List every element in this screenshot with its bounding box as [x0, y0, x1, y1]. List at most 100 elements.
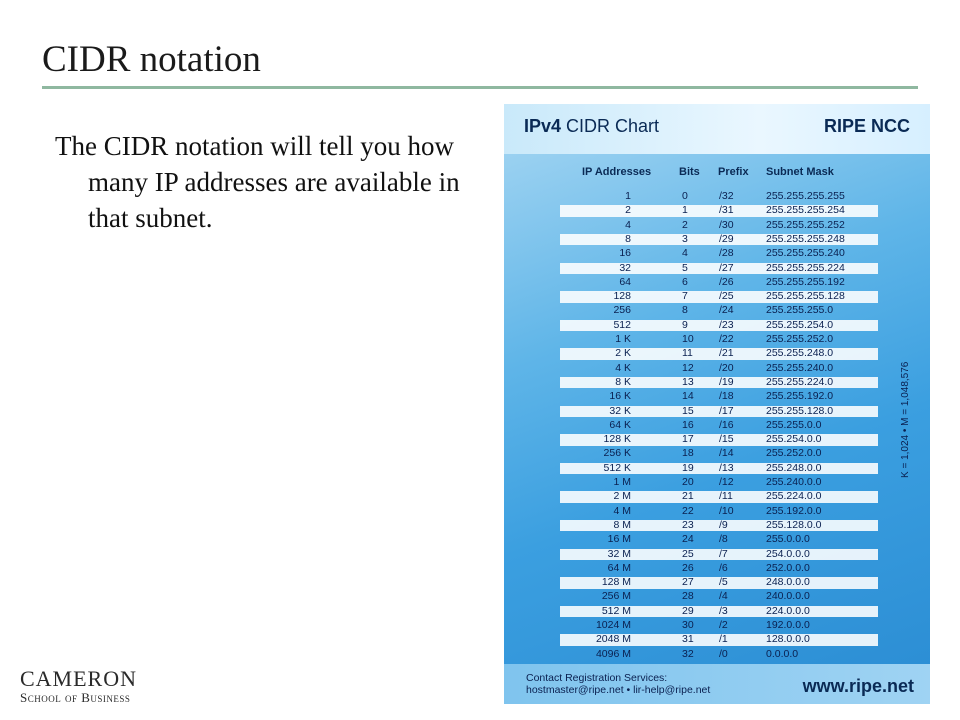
cell-bits: 13 — [682, 375, 694, 388]
cell-prefix: /8 — [719, 533, 728, 546]
table-row: 128 7/25 255.255.255.128 — [560, 290, 878, 303]
cell-prefix: /28 — [719, 247, 734, 260]
cell-subnet-mask: 192.0.0.0 — [766, 619, 810, 631]
ipv4-cidr-chart-image: IPv4 CIDR Chart RIPE NCC IP Addresses Bi… — [504, 104, 930, 704]
chart-org-name: RIPE NCC — [823, 116, 910, 136]
cell-subnet-mask: 252.0.0.0 — [766, 561, 810, 574]
cell-subnet-mask: 255.224.0.0 — [766, 490, 822, 503]
cell-bits: 12 — [682, 361, 694, 374]
table-row: 1 0/32 255.255.255.255 — [560, 190, 878, 203]
cell-ip-addresses: 256 K — [603, 447, 631, 460]
table-row: 128 M 27/5 248.0.0.0 — [560, 576, 878, 589]
cell-prefix: /9 — [719, 518, 728, 531]
cell-prefix: /29 — [719, 232, 734, 245]
table-row: 1 M 20/12 255.240.0.0 — [560, 476, 878, 489]
unit-note: K = 1,024 • M = 1,048,576 — [900, 361, 911, 478]
cell-bits: 27 — [682, 576, 694, 589]
table-row: 64 6/26 255.255.255.192 — [560, 275, 878, 289]
cell-subnet-mask: 255.255.224.0 — [766, 375, 834, 388]
cell-bits: 31 — [682, 633, 694, 646]
cell-bits: 21 — [682, 490, 694, 503]
cell-ip-addresses: 64 M — [607, 561, 631, 574]
cell-ip-addresses: 64 — [619, 275, 631, 288]
table-row: 4096 M 32/0 0.0.0.0 — [560, 647, 878, 661]
cell-bits: 20 — [682, 476, 694, 488]
cell-subnet-mask: 255.255.255.252 — [766, 218, 845, 231]
header-ip-addresses: IP Addresses — [582, 166, 652, 178]
cameron-logo: CAMERON School of Business — [20, 668, 137, 706]
slide-body-text: The CIDR notation will tell you how many… — [55, 131, 460, 233]
table-row: 4 K 12/20 255.255.240.0 — [560, 361, 878, 375]
table-row: 256 8/24 255.255.255.0 — [560, 304, 878, 317]
cell-bits: 5 — [682, 261, 688, 274]
cell-ip-addresses: 4 K — [615, 361, 631, 374]
cell-prefix: /23 — [719, 318, 734, 331]
cell-ip-addresses: 2 M — [613, 490, 631, 503]
cell-prefix: /22 — [719, 333, 734, 345]
cell-prefix: /0 — [719, 647, 728, 660]
cell-prefix: /2 — [719, 619, 728, 631]
table-row: 256 M 28/4 240.0.0.0 — [560, 590, 878, 603]
cell-ip-addresses: 256 M — [601, 590, 631, 603]
cell-ip-addresses: 2048 M — [595, 633, 631, 646]
cell-subnet-mask: 255.240.0.0 — [766, 476, 822, 488]
cell-ip-addresses: 16 M — [607, 533, 631, 546]
cell-ip-addresses: 8 — [625, 232, 631, 245]
cell-ip-addresses: 32 K — [609, 404, 631, 417]
cell-subnet-mask: 255.255.255.224 — [766, 261, 845, 274]
cell-subnet-mask: 248.0.0.0 — [766, 576, 810, 589]
cell-subnet-mask: 255.0.0.0 — [766, 533, 810, 546]
table-row: 8 M 23/9 255.128.0.0 — [560, 518, 878, 532]
cell-subnet-mask: 224.0.0.0 — [766, 604, 810, 617]
header-subnet-mask: Subnet Mask — [766, 166, 834, 178]
contact-emails: hostmaster@ripe.net • lir-help@ripe.net — [526, 684, 711, 696]
table-row: 8 3/29 255.255.255.248 — [560, 232, 878, 246]
cell-bits: 28 — [682, 590, 694, 603]
table-row: 32 K 15/17 255.255.128.0 — [560, 404, 878, 417]
table-row: 512 M 29/3 224.0.0.0 — [560, 604, 878, 618]
cell-prefix: /20 — [719, 361, 734, 374]
cell-prefix: /5 — [719, 576, 728, 589]
cell-ip-addresses: 1 — [625, 190, 631, 202]
cell-subnet-mask: 254.0.0.0 — [766, 547, 810, 560]
table-row: 2 K 11/21 255.255.248.0 — [560, 347, 878, 360]
cell-ip-addresses: 1024 M — [595, 619, 631, 631]
header-prefix: Prefix — [718, 166, 749, 178]
cell-prefix: /4 — [719, 590, 728, 603]
cell-bits: 15 — [682, 404, 694, 417]
cell-subnet-mask: 240.0.0.0 — [766, 590, 810, 603]
cell-prefix: /25 — [719, 290, 734, 303]
logo-name: CAMERON — [20, 666, 138, 691]
table-row: 2 1/31 255.255.255.254 — [560, 204, 878, 217]
cell-prefix: /7 — [719, 547, 728, 560]
table-row: 1024 M 30/2 192.0.0.0 — [560, 619, 878, 632]
cell-subnet-mask: 255.255.255.240 — [766, 247, 845, 260]
cell-prefix: /10 — [719, 504, 734, 517]
title-underline — [42, 86, 918, 89]
cell-subnet-mask: 255.255.255.192 — [766, 275, 845, 288]
table-row: 64 M 26/6 252.0.0.0 — [560, 561, 878, 575]
cell-subnet-mask: 255.192.0.0 — [766, 504, 822, 517]
table-row: 8 K 13/19 255.255.224.0 — [560, 375, 878, 389]
cell-bits: 25 — [682, 547, 694, 560]
cell-bits: 30 — [682, 619, 694, 631]
cell-prefix: /13 — [719, 461, 734, 474]
cell-bits: 11 — [682, 347, 693, 360]
cell-subnet-mask: 255.255.252.0 — [766, 333, 834, 345]
table-row: 1 K 10/22 255.255.252.0 — [560, 333, 878, 346]
cell-subnet-mask: 255.255.255.248 — [766, 232, 845, 245]
cell-ip-addresses: 128 M — [601, 576, 631, 589]
cell-ip-addresses: 16 — [619, 247, 631, 260]
cell-prefix: /31 — [719, 204, 734, 217]
cell-bits: 19 — [682, 461, 694, 474]
table-row: 16 4/28 255.255.255.240 — [560, 247, 878, 260]
cell-bits: 8 — [682, 304, 688, 317]
table-row: 64 K 16/16 255.255.0.0 — [560, 419, 878, 432]
cell-prefix: /17 — [719, 404, 734, 417]
cell-prefix: /18 — [719, 390, 734, 403]
cell-ip-addresses: 1 K — [615, 333, 631, 345]
table-row: 16 M 24/8 255.0.0.0 — [560, 533, 878, 546]
cell-ip-addresses: 1 M — [613, 476, 631, 488]
cell-ip-addresses: 16 K — [609, 390, 631, 403]
cell-bits: 4 — [682, 247, 688, 260]
